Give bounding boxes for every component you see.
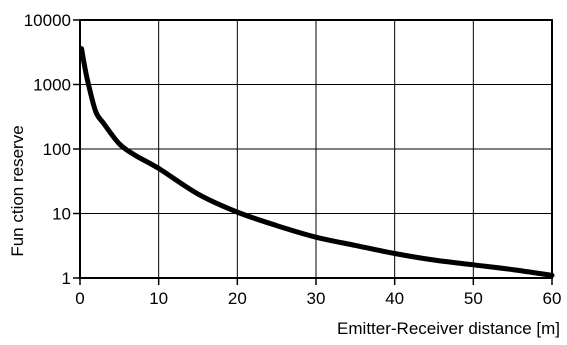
y-tick-label: 10000 xyxy=(24,11,71,30)
y-axis-label: Fun ction reserve xyxy=(8,125,27,256)
x-tick-label: 20 xyxy=(228,289,247,308)
x-tick-label: 60 xyxy=(543,289,562,308)
x-tick-label: 40 xyxy=(385,289,404,308)
y-tick-label: 1000 xyxy=(33,76,71,95)
y-tick-label: 10 xyxy=(52,205,71,224)
x-axis-label: Emitter-Receiver distance [m] xyxy=(337,319,560,338)
tick-labels: 0 10 20 30 40 50 60 1 10 100 1000 10000 xyxy=(24,11,562,308)
series-line xyxy=(79,46,555,278)
y-tick-label: 100 xyxy=(43,140,71,159)
x-tick-label: 10 xyxy=(149,289,168,308)
series-group xyxy=(79,46,555,278)
axis-ticks xyxy=(73,19,553,285)
x-tick-label: 50 xyxy=(464,289,483,308)
y-tick-label: 1 xyxy=(62,269,71,288)
x-tick-label: 30 xyxy=(307,289,326,308)
x-tick-label: 0 xyxy=(75,289,84,308)
